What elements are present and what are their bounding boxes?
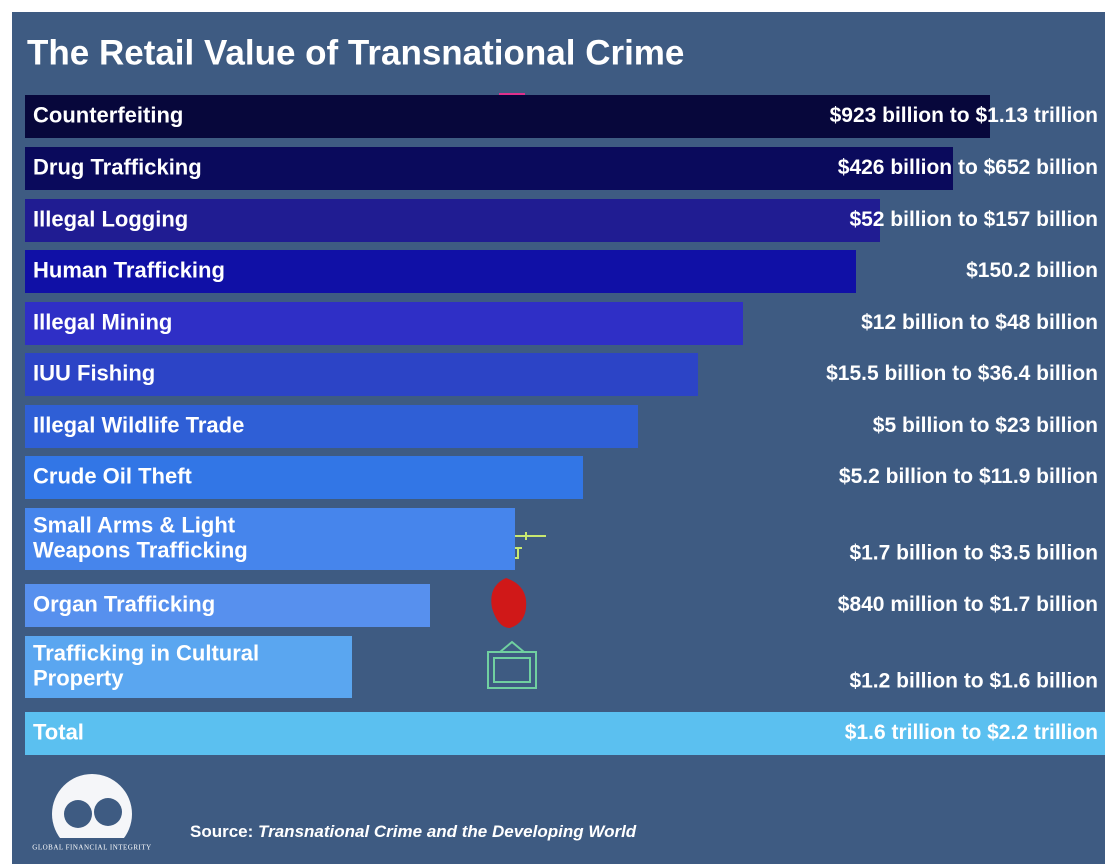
logo: Global Financial Integrity [30, 774, 154, 856]
logo-text: Global Financial Integrity [32, 844, 151, 852]
source-title: Transnational Crime and the Developing W… [258, 822, 637, 841]
bar [25, 250, 856, 293]
bar [25, 584, 430, 627]
bar [25, 199, 880, 242]
row-value: $12 billion to $48 billion [861, 311, 1098, 334]
bar [25, 456, 583, 499]
row-label: Illegal Mining [33, 309, 172, 334]
bar [25, 302, 743, 345]
row-value: $5.2 billion to $11.9 billion [839, 465, 1098, 488]
row-value: $1.6 trillion to $2.2 trillion [845, 721, 1098, 744]
logo-band [30, 838, 154, 856]
bar [25, 147, 953, 190]
icon-painting [487, 640, 537, 689]
row-label: Total [33, 719, 84, 744]
row-label: Illegal Logging [33, 206, 188, 231]
row-value: $52 billion to $157 billion [849, 208, 1098, 231]
row-label: IUU Fishing [33, 360, 155, 385]
row-label: Organ Trafficking [33, 591, 215, 616]
bar [25, 508, 515, 570]
row-value: $150.2 billion [966, 259, 1098, 282]
rows: Counterfeiting $923 billion to $1.13 tril… [25, 95, 1105, 755]
source-label: Source: [190, 822, 253, 841]
logo-globe [64, 800, 92, 828]
row-label: Crude Oil Theft [33, 463, 193, 488]
logo-globe [94, 798, 122, 826]
row-value: $426 billion to $652 billion [838, 156, 1098, 179]
row-label: Drug Trafficking [33, 154, 202, 179]
row-label: Counterfeiting [33, 102, 183, 127]
bar [25, 95, 990, 138]
row-label: Human Trafficking [33, 257, 225, 282]
row-label: Weapons Trafficking [33, 537, 248, 562]
icon-heart [491, 578, 527, 628]
row-value: $1.7 billion to $3.5 billion [849, 542, 1098, 565]
row-value: $923 billion to $1.13 trillion [830, 104, 1098, 127]
row-label: Small Arms & Light [33, 512, 236, 537]
bar [25, 353, 698, 396]
row-value: $1.2 billion to $1.6 billion [849, 670, 1098, 693]
row-label: Trafficking in Cultural [33, 640, 259, 665]
source: Source: Transnational Crime and the Deve… [190, 822, 637, 841]
bar [25, 405, 638, 448]
row-label: Property [33, 665, 124, 690]
title: The Retail Value of Transnational Crime [27, 33, 684, 72]
row-value: $15.5 billion to $36.4 billion [826, 362, 1098, 385]
row-value: $5 billion to $23 billion [873, 414, 1098, 437]
row-label: Illegal Wildlife Trade [33, 412, 244, 437]
bar [25, 636, 352, 698]
row-value: $840 million to $1.7 billion [838, 593, 1098, 616]
bar [25, 712, 1105, 755]
